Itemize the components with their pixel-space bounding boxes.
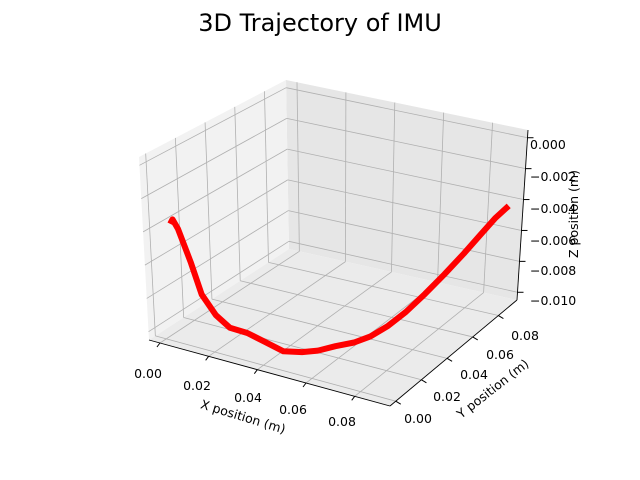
x-grid-line	[208, 261, 346, 357]
x-tick-mark	[302, 382, 307, 388]
y-grid-line	[211, 298, 448, 359]
series-layer	[167, 203, 511, 356]
y-tick-mark	[395, 400, 402, 405]
x-grid-line	[391, 102, 396, 272]
x-grid-line	[437, 112, 445, 283]
y-grid-line	[204, 122, 213, 300]
z-axis-line	[516, 129, 529, 301]
x-grid-line	[296, 82, 300, 252]
x-tick-labels: 0.00 0.02 0.04 0.06 0.08	[134, 366, 356, 429]
pane-left-wall	[139, 80, 289, 340]
pane-floor	[149, 249, 517, 406]
x-grid-line	[159, 250, 300, 344]
z-grid-line	[148, 240, 290, 333]
x-grid-line	[354, 292, 484, 397]
y-tick-mark	[472, 336, 478, 341]
z-tick-label: −0.006	[530, 233, 576, 248]
chart-title: 3D Trajectory of IMU	[198, 9, 442, 37]
y-tick-label: 0.04	[460, 367, 488, 382]
y-axis-line	[389, 299, 518, 407]
z-grid-line	[286, 87, 528, 139]
y-axis-label: Y position (m)	[453, 356, 532, 422]
y-tick-label: 0.02	[433, 389, 461, 404]
z-axis-label: Z position (m)	[566, 170, 581, 258]
x-grid-line	[257, 271, 392, 370]
z-tick-label: −0.002	[530, 169, 576, 184]
z-grid-line	[146, 210, 289, 299]
y-grid-line	[240, 280, 473, 338]
z-tick-label: −0.010	[530, 293, 576, 308]
x-tick-mark	[253, 369, 258, 374]
y-grid-line	[264, 91, 269, 263]
x-axis-line	[148, 339, 391, 407]
y-tick-label: 0.06	[486, 347, 514, 362]
z-grid-line	[139, 87, 287, 166]
z-grid-line	[287, 148, 524, 200]
z-grid-line	[142, 148, 288, 233]
trajectory-line	[167, 203, 511, 356]
x-tick-label: 0.08	[328, 414, 356, 429]
y-grid-line	[183, 317, 422, 381]
y-grid-line	[234, 106, 241, 281]
z-grid-line	[141, 118, 287, 199]
z-tick-label: −0.004	[530, 201, 576, 216]
x-tick-label: 0.06	[279, 402, 307, 417]
y-tick-label: 0.08	[511, 328, 539, 343]
y-tick-labels: 0.00 0.02 0.04 0.06 0.08	[404, 328, 539, 426]
x-tick-label: 0.04	[234, 390, 262, 405]
y-grid-line	[155, 335, 396, 402]
y-tick-mark	[446, 357, 453, 362]
x-tick-label: 0.02	[183, 378, 211, 393]
z-tick-label: −0.008	[530, 263, 576, 278]
z-grid-line	[288, 240, 518, 293]
z-grid-line	[288, 210, 520, 262]
axis-lines	[148, 129, 529, 407]
z-tick-label: 0.000	[530, 137, 566, 152]
y-grid-line	[145, 153, 156, 336]
x-grid-line	[483, 122, 493, 293]
y-tick-mark	[421, 379, 427, 384]
z-grid-line	[286, 118, 526, 170]
z-grid-line	[287, 179, 522, 231]
tick-marks	[156, 137, 534, 405]
y-tick-label: 0.00	[404, 411, 432, 426]
y-tick-mark	[498, 315, 504, 319]
x-tick-mark	[205, 356, 210, 361]
x-tick-mark	[351, 396, 356, 401]
x-tick-label: 0.00	[134, 366, 162, 381]
z-grid-line	[144, 179, 288, 266]
z-tick-labels: 0.000 −0.002 −0.004 −0.006 −0.008 −0.010	[530, 137, 576, 308]
y-grid-line	[268, 261, 499, 316]
x-tick-mark	[156, 342, 161, 348]
